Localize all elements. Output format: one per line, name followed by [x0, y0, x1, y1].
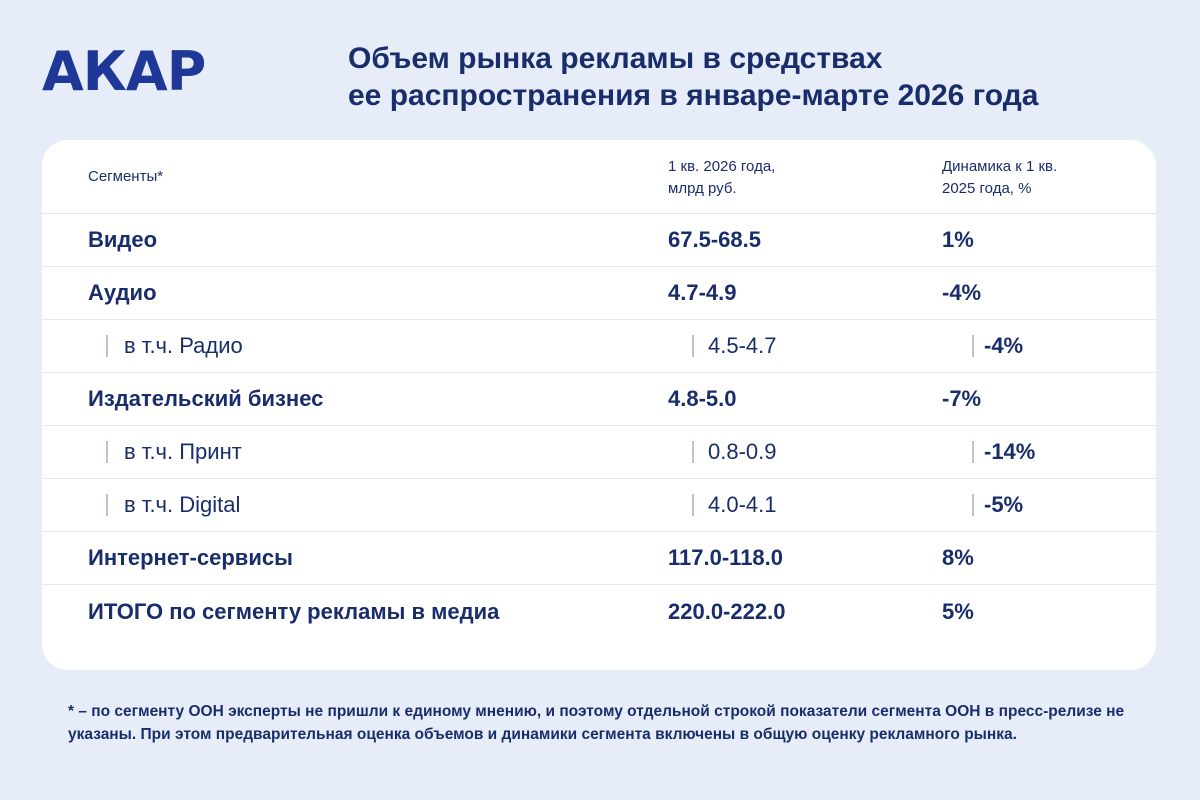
table-row: Интернет-сервисы 117.0-118.0 8%: [42, 532, 1156, 585]
segment-cell: в т.ч. Радио: [124, 333, 243, 358]
value-cell: 0.8-0.9: [708, 439, 777, 464]
dynamics-cell: -7%: [942, 386, 982, 411]
indent-bar: [972, 441, 974, 463]
segment-cell: Аудио: [88, 280, 157, 305]
header-value-line-1: 1 кв. 2026 года,: [668, 158, 776, 175]
dynamics-cell: 5%: [942, 598, 974, 624]
title-line-1: Объем рынка рекламы в средствах: [348, 42, 883, 75]
dynamics-cell: 1%: [942, 227, 974, 252]
value-cell: 67.5-68.5: [668, 227, 761, 252]
segment-cell: ИТОГО по сегменту рекламы в медиа: [88, 598, 500, 624]
header-segments: Сегменты*: [88, 168, 164, 185]
dynamics-cell: -5%: [984, 492, 1024, 517]
header-dynamics: Динамика к 1 кв. 2025 года, %: [942, 156, 1142, 200]
dynamics-cell: 8%: [942, 545, 974, 570]
value-cell: 4.8-5.0: [668, 386, 737, 411]
indent-bar: [692, 441, 694, 463]
indent-bar: [106, 335, 108, 357]
table-row: Видео 67.5-68.5 1%: [42, 214, 1156, 267]
indent-bar: [106, 494, 108, 516]
table-subrow: в т.ч. Принт 0.8-0.9 -14%: [42, 426, 1156, 479]
title-line-2: ее распространения в январе-марте 2026 г…: [348, 79, 1039, 112]
table-subrow: в т.ч. Радио 4.5-4.7 -4%: [42, 320, 1156, 373]
footnote: * – по сегменту ООН эксперты не пришли к…: [68, 703, 1125, 743]
segment-cell: в т.ч. Digital: [124, 492, 241, 517]
page-title: Объем рынка рекламы в средствах ее распр…: [348, 40, 1168, 114]
table-row: Аудио 4.7-4.9 -4%: [42, 267, 1156, 320]
table-row: Издательский бизнес 4.8-5.0 -7%: [42, 373, 1156, 426]
value-cell: 4.0-4.1: [708, 492, 777, 517]
segment-cell: в т.ч. Принт: [124, 439, 242, 464]
indent-bar: [106, 441, 108, 463]
data-table-card: Сегменты* 1 кв. 2026 года, млрд руб. Дин…: [42, 140, 1156, 670]
dynamics-cell: -4%: [984, 333, 1024, 358]
segment-cell: Интернет-сервисы: [88, 545, 293, 570]
header-value-line-2: млрд руб.: [668, 180, 737, 197]
segment-cell: Издательский бизнес: [88, 386, 324, 411]
segment-cell: Видео: [88, 227, 158, 252]
value-cell: 220.0-222.0: [668, 598, 786, 624]
table-header: Сегменты* 1 кв. 2026 года, млрд руб. Дин…: [42, 140, 1156, 214]
indent-bar: [972, 335, 974, 357]
header-dynamics-line-2: 2025 года, %: [942, 180, 1032, 197]
value-cell: 117.0-118.0: [668, 545, 784, 570]
value-cell: 4.5-4.7: [708, 333, 777, 358]
indent-bar: [692, 494, 694, 516]
akar-logo: АКАР: [42, 40, 206, 103]
table-subrow: в т.ч. Digital 4.0-4.1 -5%: [42, 479, 1156, 532]
header-dynamics-line-1: Динамика к 1 кв.: [942, 158, 1058, 175]
value-cell: 4.7-4.9: [668, 280, 737, 305]
indent-bar: [692, 335, 694, 357]
dynamics-cell: -14%: [984, 439, 1036, 464]
table-total-row: ИТОГО по сегменту рекламы в медиа 220.0-2…: [42, 585, 1156, 638]
indent-bar: [972, 494, 974, 516]
header-value: 1 кв. 2026 года, млрд руб.: [668, 156, 868, 200]
dynamics-cell: -4%: [942, 280, 982, 305]
